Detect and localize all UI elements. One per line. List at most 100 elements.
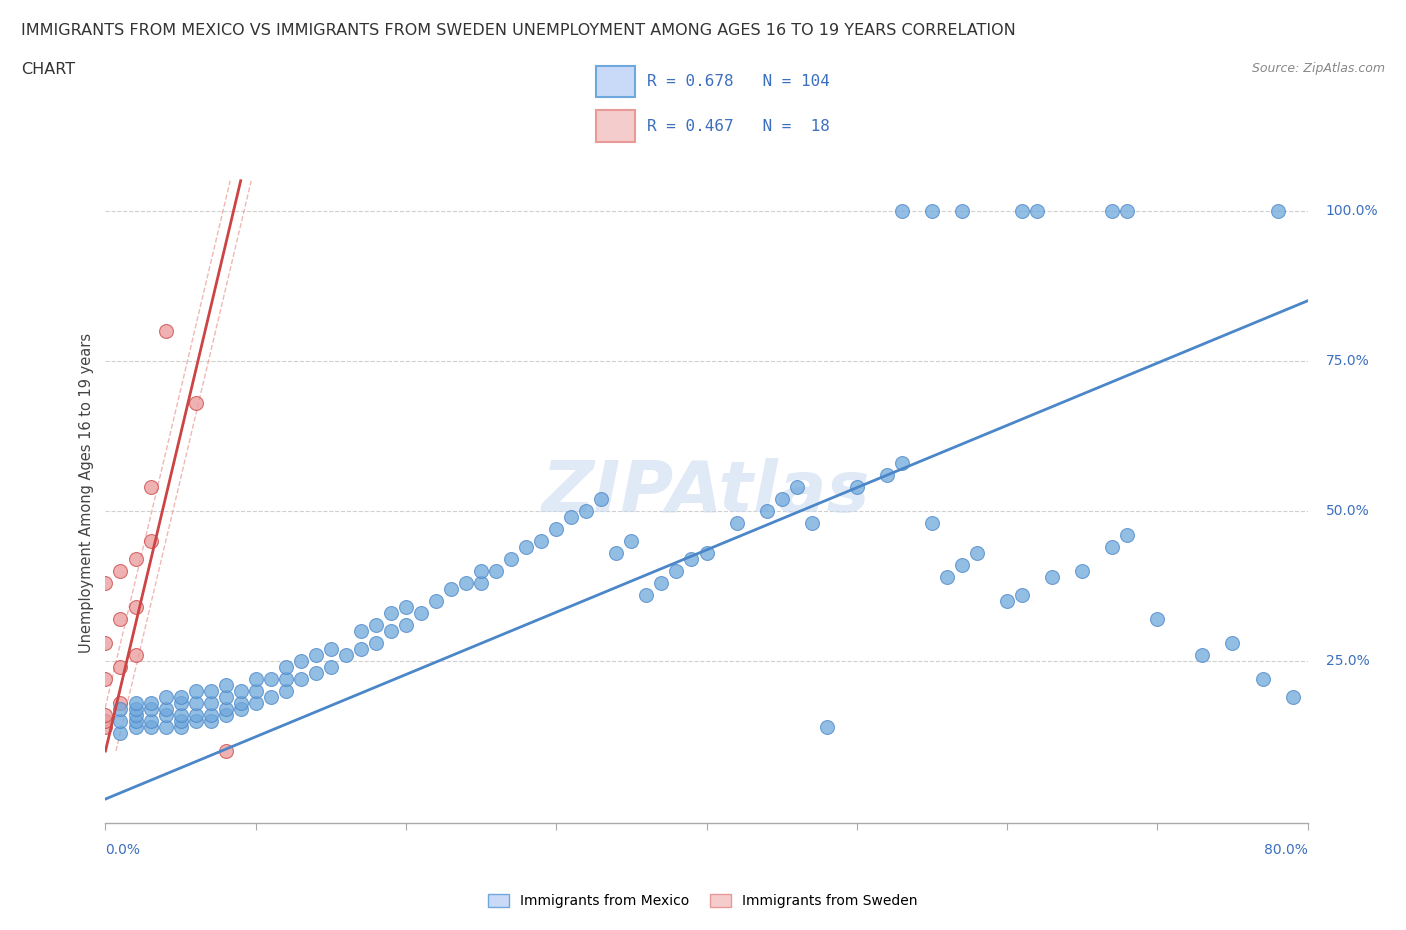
Point	[501, 551, 523, 566]
Text: 80.0%: 80.0%	[1264, 843, 1308, 857]
Point	[1251, 671, 1274, 686]
Point	[380, 623, 402, 638]
Point	[200, 713, 222, 728]
Point	[364, 618, 387, 632]
Point	[890, 456, 912, 471]
Point	[395, 600, 418, 615]
Text: R = 0.467   N =  18: R = 0.467 N = 18	[647, 119, 830, 134]
Point	[110, 659, 132, 674]
Point	[274, 684, 297, 698]
Point	[815, 720, 838, 735]
Point	[995, 593, 1018, 608]
Point	[124, 551, 146, 566]
Point	[335, 647, 357, 662]
Point	[169, 708, 191, 723]
Legend: Immigrants from Mexico, Immigrants from Sweden: Immigrants from Mexico, Immigrants from …	[482, 889, 924, 914]
Point	[200, 684, 222, 698]
Point	[290, 671, 312, 686]
Point	[110, 725, 132, 740]
Text: ZIPAtlas: ZIPAtlas	[543, 458, 870, 527]
Point	[380, 605, 402, 620]
Point	[591, 491, 613, 506]
Point	[530, 534, 553, 549]
Point	[229, 696, 252, 711]
Point	[876, 468, 898, 483]
Point	[454, 576, 477, 591]
Point	[184, 395, 207, 410]
Point	[274, 659, 297, 674]
Text: 100.0%: 100.0%	[1326, 204, 1378, 218]
Point	[139, 701, 162, 716]
Point	[184, 684, 207, 698]
Point	[290, 654, 312, 669]
Point	[124, 720, 146, 735]
Point	[169, 689, 191, 704]
Bar	[596, 66, 636, 97]
Point	[169, 720, 191, 735]
Point	[124, 647, 146, 662]
Text: Source: ZipAtlas.com: Source: ZipAtlas.com	[1251, 62, 1385, 75]
Point	[470, 576, 492, 591]
Point	[546, 522, 568, 537]
Point	[636, 588, 658, 603]
Text: 75.0%: 75.0%	[1326, 353, 1369, 368]
Point	[305, 647, 328, 662]
Point	[755, 503, 778, 518]
Point	[1101, 539, 1123, 554]
Point	[485, 564, 508, 578]
Point	[229, 701, 252, 716]
Point	[681, 551, 703, 566]
Point	[575, 503, 598, 518]
Point	[110, 713, 132, 728]
Point	[605, 546, 627, 561]
Point	[1011, 588, 1033, 603]
Point	[1011, 204, 1033, 219]
Point	[155, 689, 177, 704]
Point	[124, 701, 146, 716]
Point	[350, 642, 373, 657]
Point	[214, 678, 236, 693]
Point	[1281, 689, 1303, 704]
Point	[966, 546, 988, 561]
Point	[214, 744, 236, 759]
Point	[1146, 612, 1168, 627]
Point	[936, 569, 959, 584]
Point	[395, 618, 418, 632]
Point	[245, 671, 267, 686]
Text: R = 0.678   N = 104: R = 0.678 N = 104	[647, 73, 830, 88]
Point	[94, 720, 117, 735]
Point	[1267, 204, 1289, 219]
Point	[1116, 527, 1139, 542]
Point	[364, 635, 387, 650]
Point	[124, 713, 146, 728]
Text: 25.0%: 25.0%	[1326, 654, 1369, 668]
Point	[124, 708, 146, 723]
Point	[139, 534, 162, 549]
Point	[94, 708, 117, 723]
Point	[1040, 569, 1063, 584]
Point	[1191, 647, 1213, 662]
Point	[950, 204, 973, 219]
Point	[139, 713, 162, 728]
Point	[800, 515, 823, 530]
Point	[409, 605, 432, 620]
Text: 0.0%: 0.0%	[105, 843, 141, 857]
Point	[470, 564, 492, 578]
Point	[184, 713, 207, 728]
Text: 50.0%: 50.0%	[1326, 504, 1369, 518]
Point	[786, 480, 808, 495]
Point	[620, 534, 643, 549]
Point	[139, 480, 162, 495]
Point	[110, 612, 132, 627]
Point	[921, 204, 943, 219]
Point	[214, 689, 236, 704]
Point	[950, 557, 973, 572]
Bar	[596, 111, 636, 141]
Point	[1071, 564, 1094, 578]
Point	[725, 515, 748, 530]
Point	[94, 713, 117, 728]
Point	[260, 671, 283, 686]
Point	[560, 510, 582, 525]
Point	[155, 701, 177, 716]
Point	[214, 708, 236, 723]
